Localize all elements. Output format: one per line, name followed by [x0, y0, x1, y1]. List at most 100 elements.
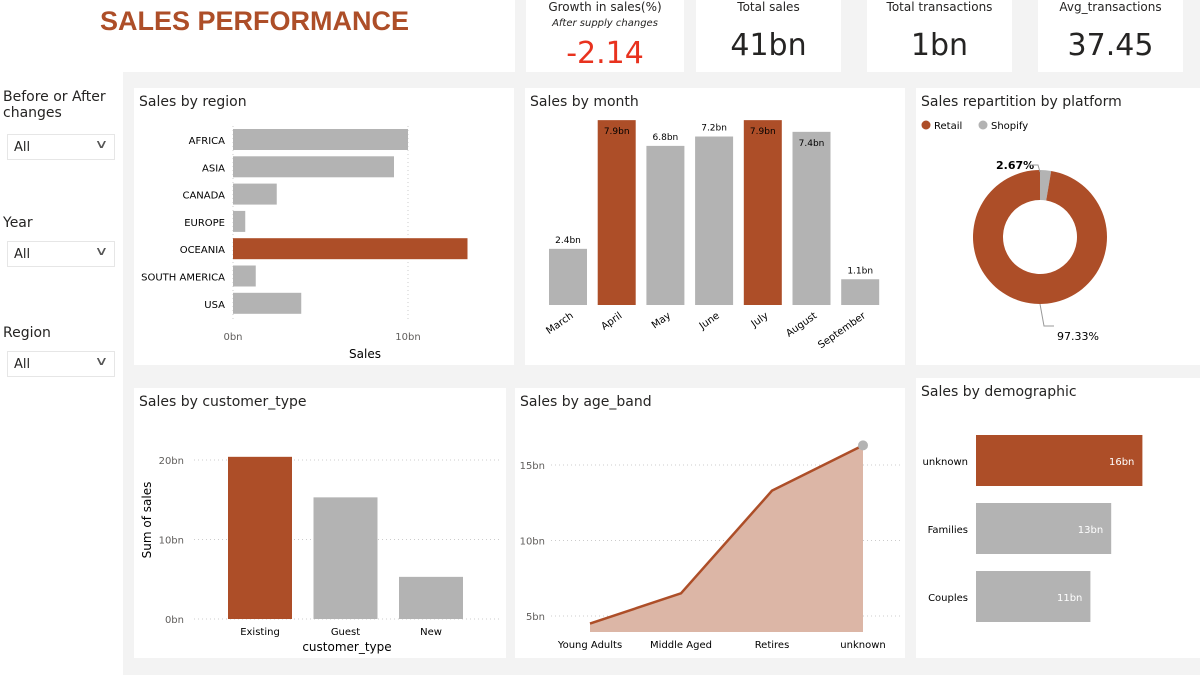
x-tick-label: Young Adults: [557, 640, 622, 651]
data-label: 97.33%: [1057, 330, 1099, 343]
kpi-value: 41bn: [730, 28, 807, 63]
bar: [976, 503, 1112, 554]
bar: [233, 183, 277, 205]
filter-region-dropdown[interactable]: All ∨: [7, 351, 115, 377]
x-tick-label: Retires: [755, 640, 790, 651]
chart-month: Sales by month 2.4bn March 7.9bn April 6.8bn M…: [525, 88, 905, 365]
kpi-total-sales: Total sales 41bn: [696, 0, 841, 72]
bar: [399, 576, 463, 619]
x-tick-label: June: [697, 310, 722, 332]
chart-title: Sales repartition by platform: [921, 94, 1122, 110]
series-line: [589, 444, 864, 625]
x-tick-label: April: [599, 310, 624, 332]
x-tick-label: March: [544, 310, 575, 336]
chart-title: Sales by region: [139, 94, 247, 110]
y-tick-label: EUROPE: [184, 218, 225, 229]
data-label: 2.67%: [996, 159, 1034, 172]
kpi-avg-transactions: Avg_transactions 37.45: [1038, 0, 1183, 72]
kpi-label: Total transactions: [886, 0, 993, 14]
bar: [233, 156, 394, 178]
bar: [228, 456, 292, 619]
dropdown-value: All: [14, 247, 31, 262]
chevron-down-icon: ∨: [94, 137, 109, 151]
data-label: 7.4bn: [799, 139, 825, 149]
leader-line: [1028, 164, 1041, 173]
legend-marker: [921, 120, 931, 130]
bar: [233, 129, 408, 150]
y-tick-label: OCEANIA: [180, 245, 225, 256]
bar: [549, 248, 587, 305]
bar: [792, 131, 831, 305]
x-tick-label: 0bn: [223, 332, 242, 343]
y-tick-label: 10bn: [520, 537, 545, 548]
x-tick-label: July: [749, 310, 771, 330]
bar: [597, 120, 636, 305]
filter-changes-dropdown[interactable]: All ∨: [7, 134, 115, 160]
legend-marker: [978, 120, 988, 130]
y-tick-label: 0bn: [165, 615, 184, 626]
data-label: 16bn: [1109, 457, 1134, 468]
x-tick-label: New: [420, 627, 442, 638]
y-tick-label: ASIA: [202, 163, 225, 174]
x-tick-label: unknown: [840, 640, 885, 651]
chevron-down-icon: ∨: [94, 354, 109, 368]
kpi-sublabel: After supply changes: [552, 18, 658, 29]
title-panel: SALES PERFORMANCE: [0, 0, 515, 72]
chart-title: Sales by demographic: [921, 384, 1077, 400]
bar: [646, 145, 685, 305]
data-label: 13bn: [1078, 525, 1103, 536]
x-tick-label: August: [784, 310, 819, 339]
y-tick-label: Families: [928, 525, 968, 536]
filter-label: Year: [3, 215, 33, 231]
area-fill: [590, 445, 863, 632]
page-title: SALES PERFORMANCE: [100, 6, 410, 36]
legend-label: Retail: [934, 121, 962, 132]
y-tick-label: SOUTH AMERICA: [141, 273, 225, 284]
bar: [313, 497, 378, 619]
kpi-growth: Growth in sales(%) After supply changes …: [526, 0, 684, 72]
data-label: 1.1bn: [847, 266, 873, 276]
kpi-value: -2.14: [566, 36, 644, 71]
x-axis-label: customer_type: [302, 640, 391, 654]
chart-platform: Sales repartition by platform Retail Shopi…: [916, 88, 1200, 365]
data-label: 7.2bn: [701, 124, 727, 134]
bar: [976, 435, 1143, 486]
y-axis-label: Sum of sales: [140, 482, 154, 559]
y-tick-label: 5bn: [526, 612, 545, 623]
bar: [743, 120, 782, 305]
chart-demographic: Sales by demographic unknown 16bn Families 1…: [916, 378, 1200, 658]
data-label: 2.4bn: [555, 236, 581, 246]
bar: [233, 238, 468, 260]
y-tick-label: Couples: [928, 593, 968, 604]
bar: [841, 279, 880, 305]
filter-label: Region: [3, 325, 51, 341]
x-tick-label: 10bn: [395, 332, 420, 343]
chart-title: Sales by age_band: [520, 394, 652, 410]
x-tick-label: Existing: [240, 627, 280, 638]
chart-age-band: Sales by age_band 5bn 10bn 15bn Young Adults…: [515, 388, 905, 658]
bar: [233, 210, 246, 232]
chart-title: Sales by month: [530, 94, 639, 110]
kpi-label: Avg_transactions: [1059, 0, 1162, 14]
leader-line: [1039, 303, 1054, 327]
y-tick-label: 15bn: [520, 461, 545, 472]
y-tick-label: 10bn: [159, 536, 184, 547]
chart-customer-type: Sales by customer_type 0bn 10bn 20bn Existin…: [134, 388, 506, 658]
kpi-label: Total sales: [737, 0, 800, 14]
data-label: 6.8bn: [653, 133, 679, 143]
kpi-value: 1bn: [910, 28, 969, 63]
filter-label: Before or After changes: [3, 89, 106, 121]
data-label: 7.9bn: [604, 127, 630, 137]
x-tick-label: Middle Aged: [650, 640, 712, 651]
y-tick-label: unknown: [923, 457, 968, 468]
data-label: 11bn: [1057, 593, 1082, 604]
x-tick-label: Guest: [331, 627, 360, 638]
kpi-total-transactions: Total transactions 1bn: [867, 0, 1012, 72]
bar: [233, 265, 256, 287]
data-label: 7.9bn: [750, 127, 776, 137]
bar: [976, 571, 1091, 622]
kpi-value: 37.45: [1067, 28, 1154, 63]
filter-year-dropdown[interactable]: All ∨: [7, 241, 115, 267]
chevron-down-icon: ∨: [94, 244, 109, 258]
bar: [695, 136, 734, 305]
